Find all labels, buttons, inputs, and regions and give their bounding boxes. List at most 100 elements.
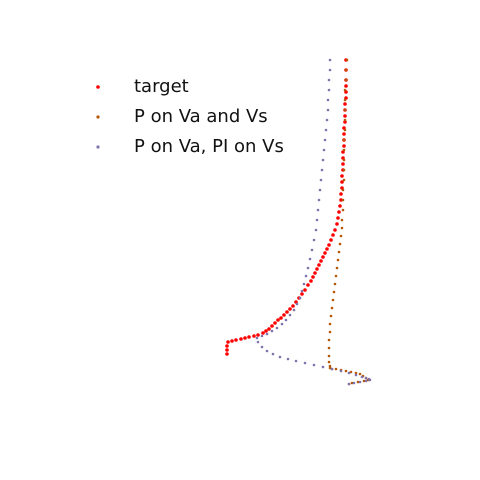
point-p-on-va-pi-on-vs [310,248,314,252]
point-p-on-va-and-vs [341,198,345,202]
point-p-on-va-and-vs [334,367,338,371]
point-p-on-va-pi-on-vs [360,375,364,379]
point-p-on-va-and-vs [342,178,346,182]
point-p-on-va-pi-on-vs [260,345,264,349]
point-p-on-va-and-vs [342,138,346,142]
point-p-on-va-pi-on-vs [304,274,308,278]
point-p-on-va-pi-on-vs [325,118,329,122]
point-p-on-va-and-vs [327,346,331,350]
point-p-on-va-pi-on-vs [327,88,331,92]
point-p-on-va-pi-on-vs [256,340,260,344]
point-target [340,174,344,178]
point-p-on-va-pi-on-vs [364,379,368,383]
point-p-on-va-pi-on-vs [288,313,292,317]
point-target [247,335,251,339]
point-p-on-va-and-vs [343,108,347,112]
legend-entry-p-on-va-and-vs: P on Va and Vs [96,106,268,127]
legend-label-target: target [134,76,189,97]
point-p-on-va-and-vs [343,98,347,102]
point-p-on-va-and-vs [338,242,342,246]
point-target [333,228,337,232]
point-p-on-va-and-vs [339,234,343,238]
point-p-on-va-and-vs [340,226,344,230]
point-p-on-va-pi-on-vs [328,68,332,72]
point-target [261,331,265,335]
point-target [239,337,243,341]
point-p-on-va-pi-on-vs [352,381,356,385]
point-p-on-va-and-vs [340,218,344,222]
point-target [315,267,319,271]
point-target [335,222,339,226]
point-target [264,329,268,333]
point-target [343,114,347,118]
point-p-on-va-and-vs [332,290,336,294]
legend-entry-target: target [96,76,189,97]
point-p-on-va-pi-on-vs [364,376,368,380]
legend-marker-target [96,85,100,89]
point-p-on-va-pi-on-vs [271,352,275,356]
point-p-on-va-and-vs [342,148,346,152]
point-p-on-va-pi-on-vs [322,148,326,152]
legend-label-p-on-va-pi-on-vs: P on Va, PI on Vs [134,136,284,157]
point-p-on-va-and-vs [344,68,348,72]
point-p-on-va-pi-on-vs [321,158,325,162]
point-p-on-va-and-vs [327,354,331,358]
point-target [243,336,247,340]
point-p-on-va-pi-on-vs [308,257,312,261]
point-target [267,327,271,331]
point-target [338,204,342,208]
point-target [339,192,343,196]
legend-marker-p-on-va-and-vs [96,115,100,119]
point-target [342,144,346,148]
point-p-on-va-pi-on-vs [295,302,299,306]
point-p-on-va-pi-on-vs [315,218,319,222]
point-target [343,102,347,106]
point-target [344,84,348,88]
point-target [230,339,234,343]
point-p-on-va-pi-on-vs [312,238,316,242]
point-p-on-va-pi-on-vs [347,371,351,375]
point-p-on-va-and-vs [356,380,360,384]
point-p-on-va-and-vs [343,88,347,92]
point-p-on-va-pi-on-vs [265,349,269,353]
point-p-on-va-pi-on-vs [326,98,330,102]
point-p-on-va-pi-on-vs [324,128,328,132]
point-target [321,255,325,259]
point-target [325,247,329,251]
point-target [337,210,341,214]
point-target [226,340,230,344]
point-p-on-va-and-vs [350,381,354,385]
point-target [282,313,286,317]
point-p-on-va-pi-on-vs [317,198,321,202]
point-target [252,334,256,338]
point-p-on-va-and-vs [333,282,337,286]
point-p-on-va-and-vs [327,338,331,342]
point-p-on-va-pi-on-vs [316,208,320,212]
point-p-on-va-pi-on-vs [327,78,331,82]
point-p-on-va-pi-on-vs [292,308,296,312]
point-target [331,233,335,237]
point-p-on-va-and-vs [362,379,366,383]
point-p-on-va-pi-on-vs [328,58,332,62]
point-p-on-va-and-vs [358,372,362,376]
point-p-on-va-pi-on-vs [294,359,298,363]
point-target [319,259,323,263]
point-p-on-va-and-vs [328,364,332,368]
point-p-on-va-pi-on-vs [280,322,284,326]
point-p-on-va-and-vs [342,158,346,162]
point-target [342,132,346,136]
point-p-on-va-pi-on-vs [278,355,282,359]
point-p-on-va-and-vs [331,298,335,302]
series-layer [225,58,372,386]
point-p-on-va-and-vs [328,322,332,326]
point-p-on-va-pi-on-vs [265,332,269,336]
point-p-on-va-pi-on-vs [339,369,343,373]
point-p-on-va-and-vs [336,258,340,262]
point-p-on-va-pi-on-vs [314,228,318,232]
point-p-on-va-and-vs [337,250,341,254]
point-p-on-va-pi-on-vs [358,380,362,384]
point-target [234,338,238,342]
point-p-on-va-pi-on-vs [302,282,306,286]
legend: target P on Va and Vs P on Va, PI on Vs [96,76,284,157]
